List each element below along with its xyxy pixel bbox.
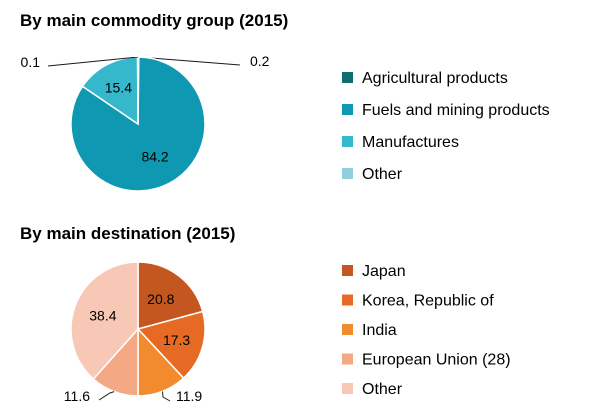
pie-slice-other xyxy=(70,261,139,381)
legend-destination: Japan Korea, Republic of India European Uni… xyxy=(342,263,511,398)
legend-swatch-japan xyxy=(342,265,353,276)
data-label-other: 38.4 xyxy=(89,308,116,324)
legend-label-other: Other xyxy=(362,381,403,398)
data-label-japan: 20.8 xyxy=(147,291,174,307)
chart-1-title: By main commodity group (2015) xyxy=(20,11,288,30)
legend-swatch-manufactures xyxy=(342,136,353,147)
data-label-fuels-and-mining-products: 84.2 xyxy=(141,149,168,165)
pie-slice-korea-republic-of xyxy=(136,310,206,380)
legend-label-other: Other xyxy=(362,166,403,183)
pie-slice-japan xyxy=(137,261,204,330)
legend-swatch-fuels-and-mining-products xyxy=(342,104,353,115)
legend-label-korea-republic-of: Korea, Republic of xyxy=(362,293,494,310)
leader-line-india xyxy=(162,391,171,402)
legend-swatch-india xyxy=(342,324,353,335)
chart-2-title: By main destination (2015) xyxy=(20,224,235,243)
legend-label-japan: Japan xyxy=(362,263,406,280)
legend-swatch-other xyxy=(342,168,353,179)
data-label-other: 0.1 xyxy=(21,54,41,70)
legend-label-india: India xyxy=(362,322,397,339)
data-label-agricultural-products: 0.2 xyxy=(250,53,270,69)
legend-swatch-other xyxy=(342,383,353,394)
data-label-korea-republic-of: 17.3 xyxy=(163,332,190,348)
legend-swatch-agricultural-products xyxy=(342,72,353,83)
leader-line-other xyxy=(47,56,139,67)
legend-label-european-union-28: European Union (28) xyxy=(362,352,511,369)
pie-chart-commodity-group: 0.2 84.2 15.4 0.1 xyxy=(21,53,270,192)
leader-line-european-union-28 xyxy=(98,391,115,401)
legend-label-manufactures: Manufactures xyxy=(362,134,459,151)
pie-chart-destination: 20.8 17.3 11.9 11.6 38.4 xyxy=(64,261,206,404)
legend-label-agricultural-products: Agricultural products xyxy=(362,70,508,87)
legend-swatch-european-union-28 xyxy=(342,353,353,365)
legend-commodity-group: Agricultural products Fuels and mining pr… xyxy=(342,70,550,183)
data-label-european-union-28: 11.6 xyxy=(64,388,90,404)
legend-swatch-korea-republic-of xyxy=(342,294,353,306)
legend-label-fuels-and-mining-products: Fuels and mining products xyxy=(362,102,550,119)
data-label-manufactures: 15.4 xyxy=(105,79,132,95)
data-label-india: 11.9 xyxy=(176,388,202,404)
